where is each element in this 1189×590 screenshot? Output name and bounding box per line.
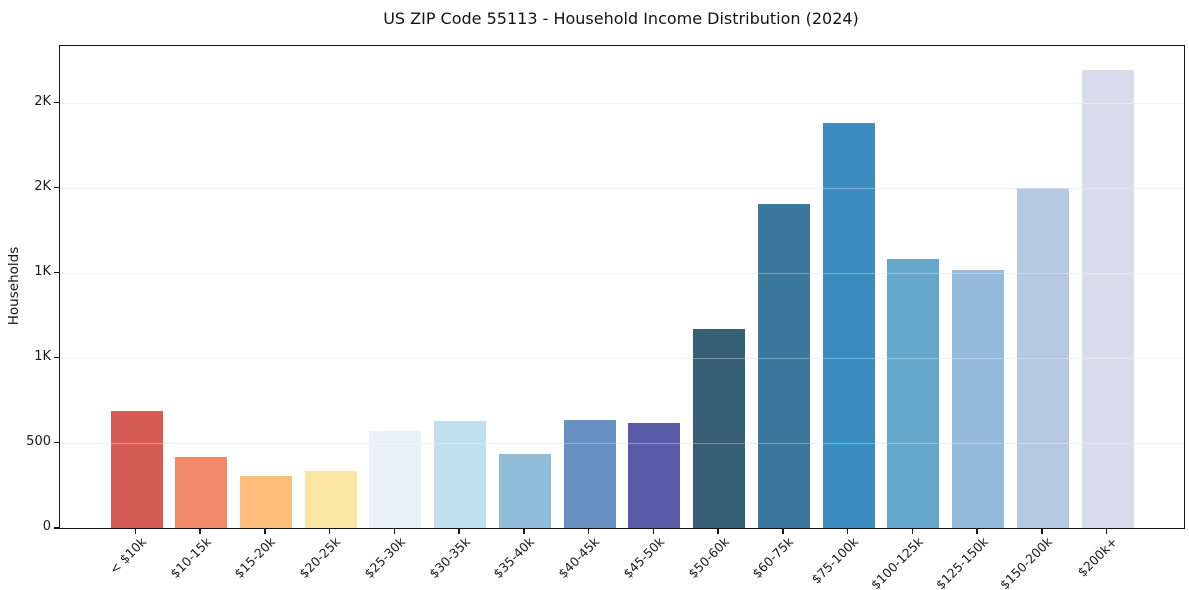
x-tick-label: $100-125k xyxy=(867,534,926,590)
x-tick-mark xyxy=(199,528,201,534)
x-tick-label: $50-60k xyxy=(684,534,732,582)
x-tick-mark xyxy=(587,528,590,534)
y-tick-label: 0 xyxy=(42,519,51,534)
gridline xyxy=(60,187,1184,189)
gridline-overlay xyxy=(60,442,1184,444)
bar-50-60k xyxy=(693,329,746,528)
bar-200k xyxy=(1081,69,1134,528)
x-tick-mark xyxy=(1041,528,1043,534)
x-tick-label: $35-40k xyxy=(490,534,538,582)
gridline xyxy=(60,357,1184,359)
plot-area xyxy=(59,45,1185,529)
x-tick-label: $15-20k xyxy=(231,534,279,582)
bar-10k xyxy=(110,410,163,528)
x-tick-mark xyxy=(134,528,137,534)
x-tick-mark xyxy=(523,528,525,534)
x-tick-mark xyxy=(717,528,719,534)
y-tick-mark xyxy=(54,441,59,444)
x-tick-mark xyxy=(264,528,266,534)
y-tick-mark xyxy=(54,527,59,529)
x-tick-label: $25-30k xyxy=(361,534,409,582)
x-tick-label: $60-75k xyxy=(749,534,797,582)
x-tick-mark xyxy=(328,528,331,534)
bar-125-150k xyxy=(952,270,1005,528)
y-tick-mark xyxy=(54,356,59,359)
y-tick-label: 500 xyxy=(26,433,51,449)
x-tick-label: $150-200k xyxy=(997,534,1056,590)
x-tick-label: < $10k xyxy=(106,534,150,577)
bar-75-100k xyxy=(822,123,875,528)
x-tick-mark xyxy=(652,528,655,534)
x-tick-label: $40-45k xyxy=(555,534,603,582)
bar-10-15k xyxy=(175,456,228,528)
bar-15-20k xyxy=(239,476,292,528)
x-tick-mark xyxy=(911,528,914,534)
gridline-overlay xyxy=(60,272,1184,274)
bar-25-30k xyxy=(369,431,422,528)
chart-title: US ZIP Code 55113 - Household Income Dis… xyxy=(383,9,859,28)
gridline xyxy=(60,272,1184,274)
x-tick-label: $75-100k xyxy=(808,534,862,587)
bar-150-200k xyxy=(1016,187,1069,528)
gridline-overlay xyxy=(60,187,1184,189)
x-tick-label: $125-150k xyxy=(932,534,991,590)
gridline xyxy=(60,442,1184,444)
y-tick-label: 1K xyxy=(34,348,51,364)
y-axis-label: Households xyxy=(6,246,22,326)
x-tick-label: $30-35k xyxy=(425,534,473,582)
x-tick-label: $200k+ xyxy=(1074,534,1121,580)
bar-35-40k xyxy=(498,453,551,528)
gridline-overlay xyxy=(60,357,1184,359)
x-tick-mark xyxy=(782,528,784,534)
x-tick-label: $10-15k xyxy=(166,534,214,582)
bar-100-125k xyxy=(887,259,940,528)
y-tick-label: 2K xyxy=(34,93,51,109)
x-tick-mark xyxy=(976,528,978,534)
gridline xyxy=(60,102,1184,104)
bar-60-75k xyxy=(757,203,810,528)
x-tick-mark xyxy=(1105,528,1108,534)
y-tick-mark xyxy=(54,186,59,189)
bar-20-25k xyxy=(304,470,357,528)
y-tick-label: 2K xyxy=(34,178,51,194)
x-tick-mark xyxy=(393,528,396,534)
y-tick-label: 1K xyxy=(34,263,51,279)
bar-30-35k xyxy=(434,420,487,528)
x-tick-label: $45-50k xyxy=(619,534,667,582)
bar-40-45k xyxy=(563,420,616,528)
x-tick-mark xyxy=(846,528,849,534)
y-tick-mark xyxy=(54,271,59,274)
gridline-overlay xyxy=(60,102,1184,104)
bar-45-50k xyxy=(628,422,681,528)
x-tick-label: $20-25k xyxy=(296,534,344,582)
x-tick-mark xyxy=(458,528,460,534)
y-tick-mark xyxy=(54,101,59,104)
